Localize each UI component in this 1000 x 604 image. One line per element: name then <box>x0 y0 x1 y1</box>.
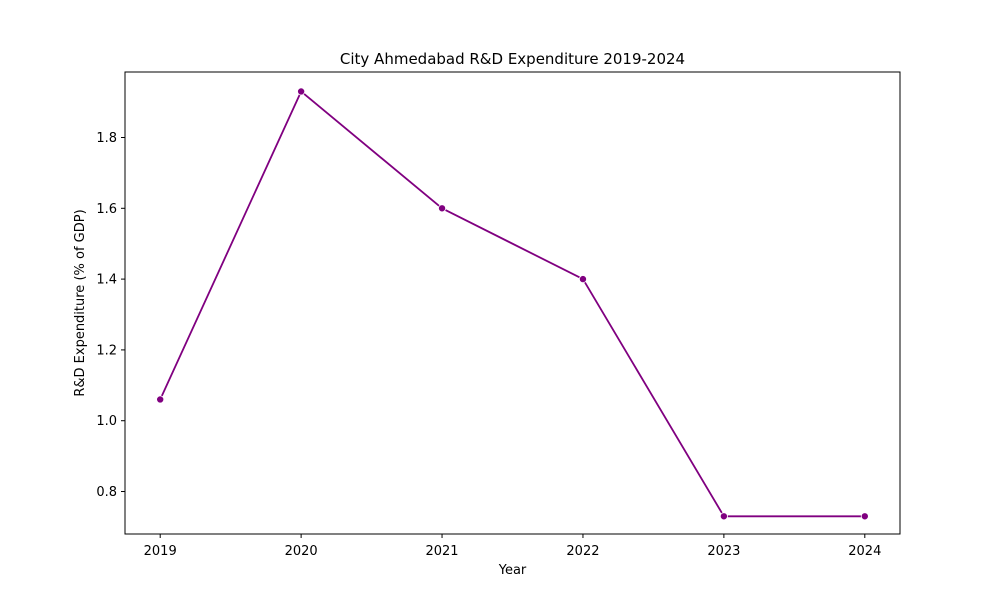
data-point <box>438 204 447 213</box>
data-point <box>719 512 728 521</box>
data-point <box>156 395 165 404</box>
y-axis-ticks: 0.8 1.0 1.2 1.4 1.6 1.8 <box>96 131 125 500</box>
plot-area-frame <box>124 71 901 535</box>
data-point <box>297 87 306 96</box>
y-tick-label: 0.8 <box>96 485 117 500</box>
series-line <box>159 90 865 518</box>
x-axis-ticks: 2019 2020 2021 2022 2023 2024 <box>144 534 881 559</box>
y-axis-label: R&D Expenditure (% of GDP) <box>73 209 88 396</box>
chart-title: City Ahmedabad R&D Expenditure 2019-2024 <box>340 50 685 68</box>
x-tick-label: 2023 <box>707 544 740 559</box>
y-tick-label: 1.2 <box>96 343 117 358</box>
series-layer <box>156 87 869 521</box>
data-point <box>578 275 587 284</box>
x-tick-label: 2020 <box>285 544 318 559</box>
x-tick-label: 2021 <box>425 544 458 559</box>
x-tick-label: 2022 <box>566 544 599 559</box>
x-tick-label: 2019 <box>144 544 177 559</box>
y-tick-label: 1.6 <box>96 202 117 217</box>
y-tick-label: 1.8 <box>96 131 117 146</box>
y-tick-label: 1.4 <box>96 273 117 288</box>
data-point <box>860 512 869 521</box>
x-tick-label: 2024 <box>848 544 881 559</box>
y-tick-label: 1.0 <box>96 414 117 429</box>
x-axis-label: Year <box>498 563 527 578</box>
